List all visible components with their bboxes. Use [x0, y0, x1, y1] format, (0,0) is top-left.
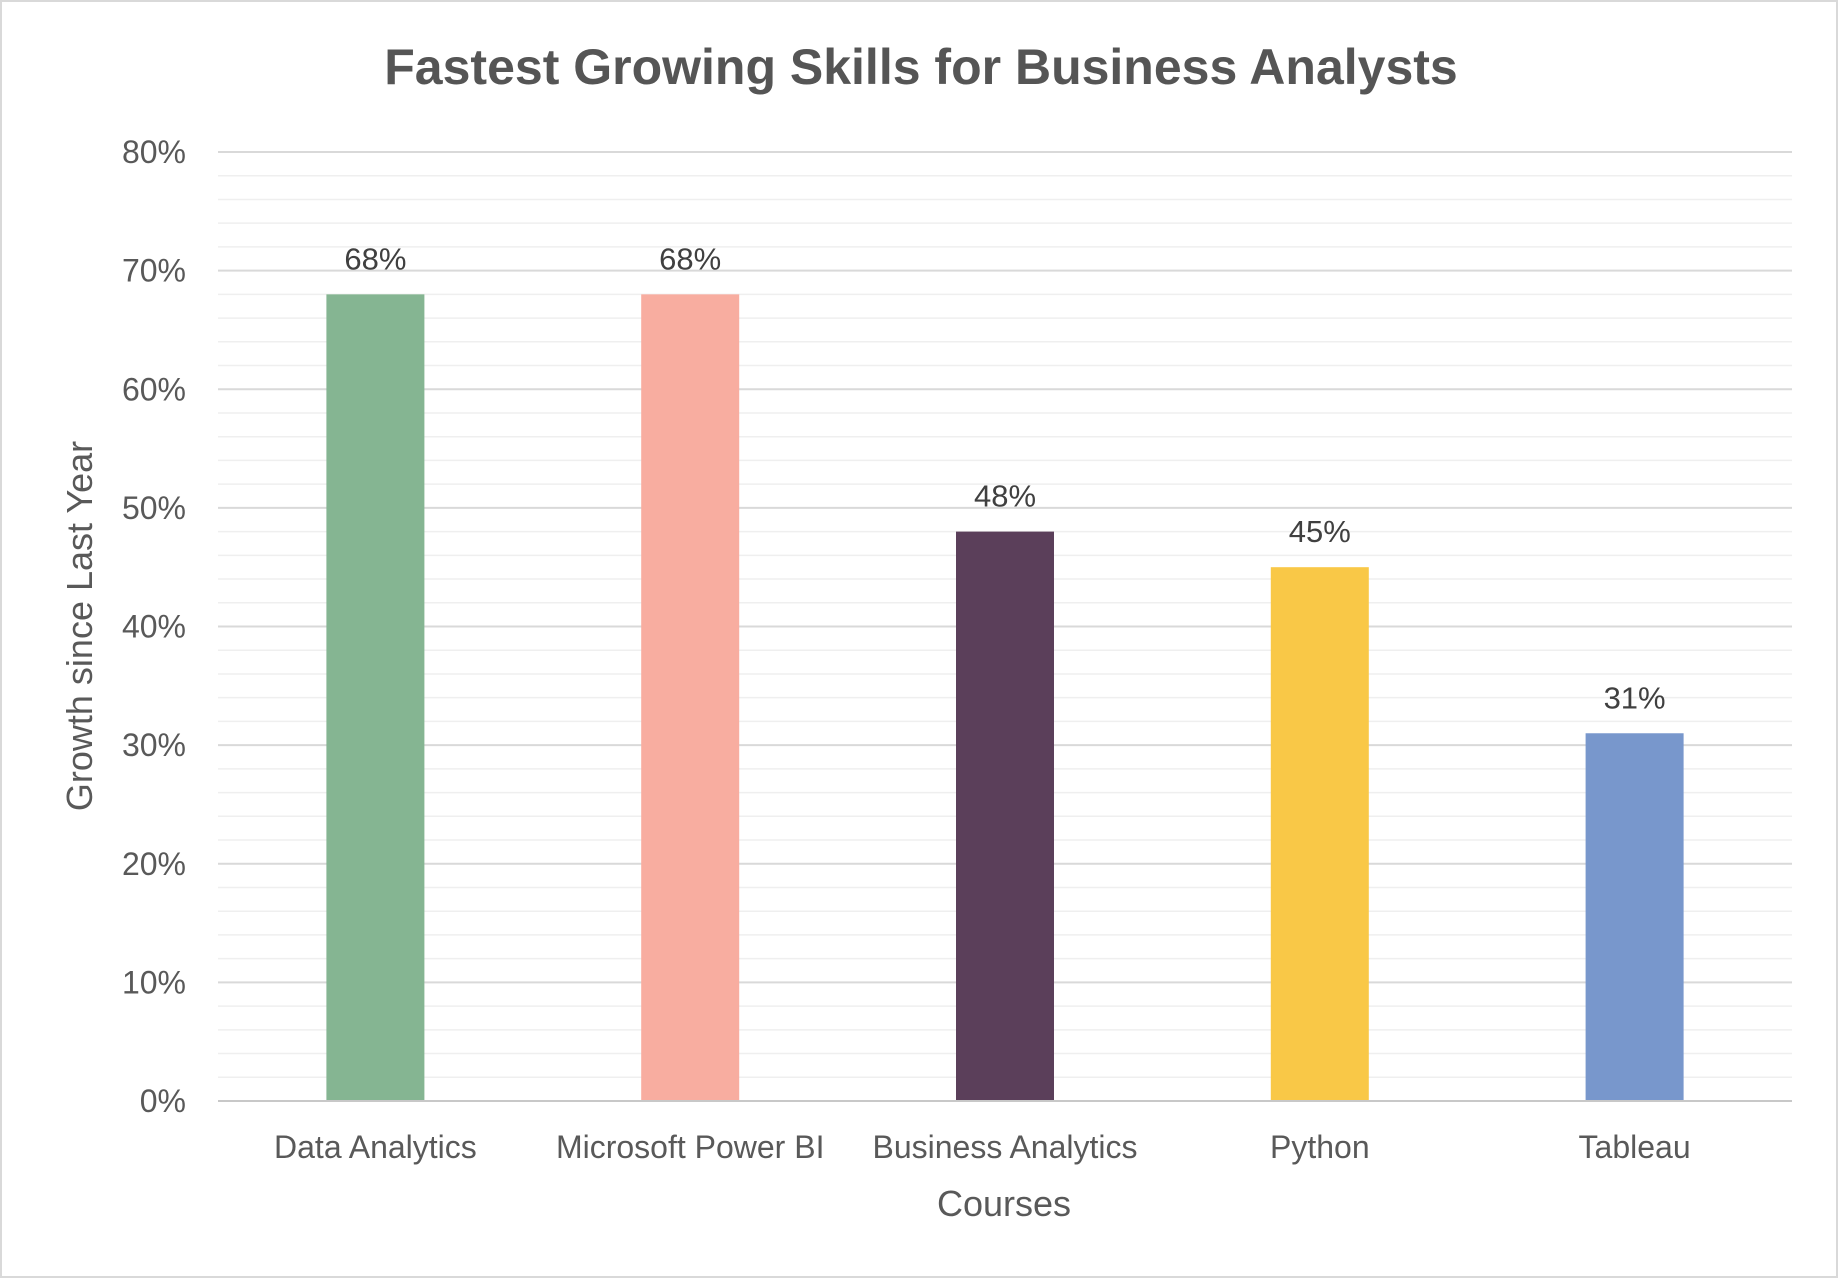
bar [956, 531, 1054, 1101]
x-category-label: Python [1270, 1129, 1370, 1165]
y-tick-label: 50% [122, 490, 186, 526]
bar-value-label: 31% [1604, 680, 1666, 715]
data-labels: 68% 68% 48% 45% 31% [344, 241, 1665, 715]
y-axis-title: Growth since Last Year [59, 441, 100, 811]
x-category-label: Microsoft Power BI [556, 1129, 825, 1165]
chart-title: Fastest Growing Skills for Business Anal… [384, 39, 1457, 95]
y-tick-label: 0% [140, 1083, 186, 1119]
bar-value-label: 45% [1289, 514, 1351, 549]
bar [641, 294, 740, 1102]
y-tick-label: 70% [122, 253, 186, 289]
bar [1585, 733, 1684, 1101]
bar-value-label: 68% [659, 241, 721, 276]
y-tick-label: 80% [122, 134, 186, 170]
y-tick-label: 40% [122, 609, 186, 645]
y-tick-label: 60% [122, 371, 186, 407]
axes: 0% 10% 20% 30% 40% 50% 60% 70% 80% Data Analytics… [122, 134, 1792, 1165]
x-category-label: Business Analytics [872, 1129, 1137, 1165]
y-tick-label: 30% [122, 727, 186, 763]
bar-series [326, 294, 1684, 1102]
x-category-label: Data Analytics [274, 1129, 477, 1165]
y-tick-label: 10% [122, 964, 186, 1000]
x-axis-title: Courses [937, 1183, 1071, 1224]
x-category-label: Tableau [1579, 1129, 1691, 1165]
bar [326, 294, 425, 1102]
bar-value-label: 48% [974, 479, 1036, 514]
bar-value-label: 68% [344, 241, 406, 276]
bar [1270, 567, 1369, 1101]
y-tick-label: 20% [122, 846, 186, 882]
